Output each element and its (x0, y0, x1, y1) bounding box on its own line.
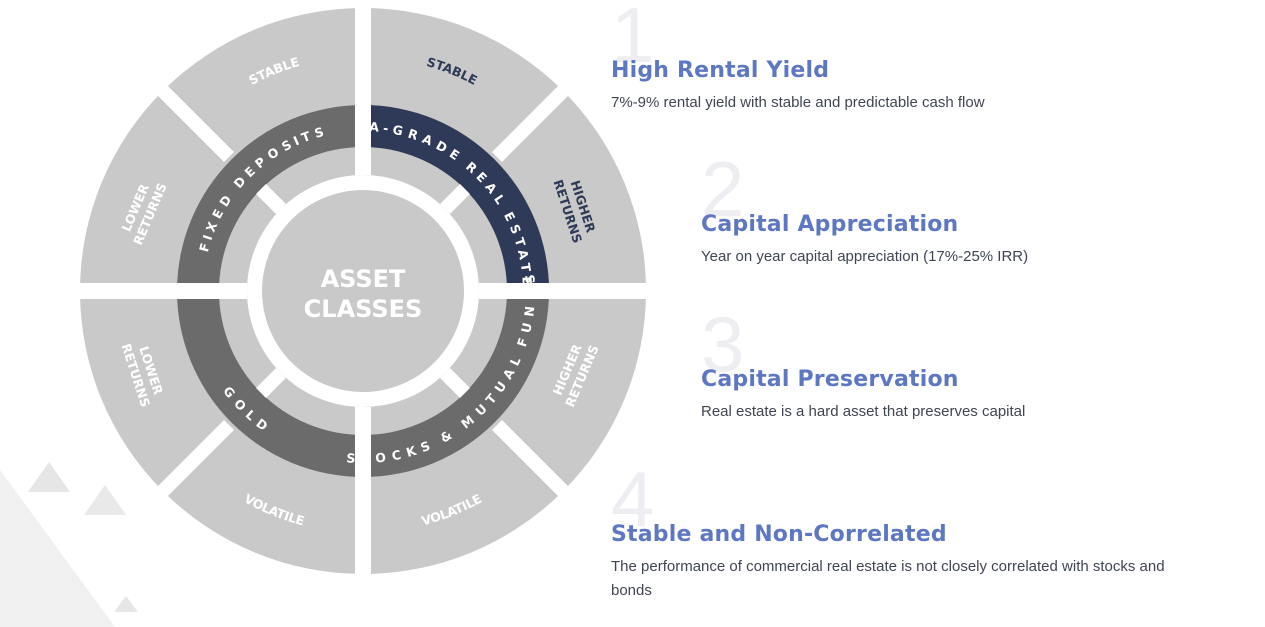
feature-number: 2 (701, 145, 745, 233)
feature-title: Capital Preservation (701, 367, 959, 392)
feature-description: Year on year capital appreciation (17%-2… (701, 248, 1029, 265)
feature-item-4: 4 Stable and Non-Correlated The performa… (611, 460, 1171, 603)
feature-title: High Rental Yield (611, 58, 830, 83)
center-title-line2: CLASSES (304, 295, 423, 323)
feature-item-2: 2 Capital Appreciation Year on year capi… (701, 150, 1171, 269)
feature-description: The performance of commercial real estat… (611, 558, 1165, 599)
asset-classes-wheel: ASSET CLASSES FIXED DEPOSITS A-GRADE REA… (80, 8, 646, 574)
feature-item-3: 3 Capital Preservation Real estate is a … (701, 305, 1171, 424)
center-title-line1: ASSET (321, 265, 406, 293)
feature-title: Capital Appreciation (701, 212, 959, 237)
separators (80, 8, 646, 574)
feature-number: 4 (611, 455, 655, 543)
center-disc (262, 190, 464, 392)
feature-title: Stable and Non-Correlated (611, 522, 947, 547)
feature-description: Real estate is a hard asset that preserv… (701, 403, 1026, 420)
feature-number: 3 (701, 300, 745, 388)
feature-description: 7%-9% rental yield with stable and predi… (611, 94, 985, 111)
feature-number: 1 (611, 0, 655, 79)
feature-item-1: 1 High Rental Yield 7%-9% rental yield w… (611, 0, 1171, 115)
